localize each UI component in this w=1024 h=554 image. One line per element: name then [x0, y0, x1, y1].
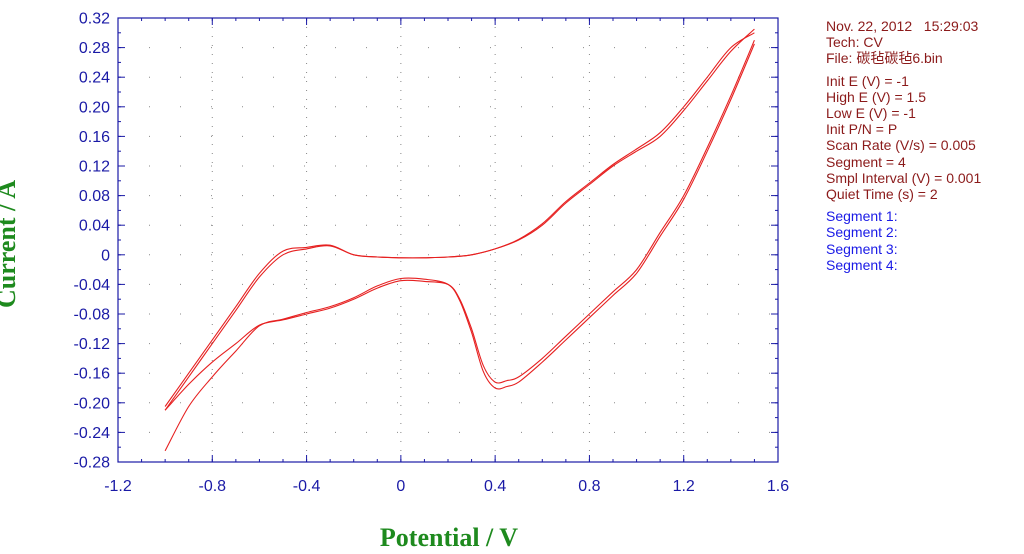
param-segment: Segment = 4 [826, 153, 906, 170]
param-scan-rate: Scan Rate (V/s) = 0.005 [826, 137, 976, 154]
y-tick-label: 0 [101, 247, 110, 264]
cv-curves [164, 28, 755, 452]
date-time: Nov. 22, 2012 15:29:03 [826, 18, 979, 34]
cv-segment-1 [164, 28, 755, 407]
y-tick-label: -0.08 [74, 307, 111, 324]
x-tick-label: 1.6 [767, 478, 789, 495]
segment-3: Segment 3: [826, 240, 898, 257]
x-axis-title: Potential / V [380, 523, 518, 552]
y-tick-label: -0.24 [74, 425, 111, 442]
y-tick-label: 0.28 [79, 40, 110, 57]
param-init-pn: Init P/N = P [826, 121, 898, 138]
cv-segment-3 [164, 32, 755, 411]
y-tick-label: 0.16 [79, 129, 110, 146]
y-tick-label: 0.24 [79, 70, 110, 87]
x-tick-label: -0.8 [198, 478, 226, 495]
y-tick-label: 0.04 [79, 218, 110, 235]
technique: Tech: CV [826, 34, 883, 51]
y-tick-label: -0.04 [74, 277, 111, 294]
x-tick-label: -1.2 [104, 478, 132, 495]
param-quiet-time: Quiet Time (s) = 2 [826, 186, 938, 203]
param-low-e: Low E (V) = -1 [826, 105, 916, 122]
y-tick-label: 0.08 [79, 188, 110, 205]
y-axis-title: Current / A [0, 180, 21, 308]
x-tick-label: 0.4 [484, 478, 506, 495]
param-high-e: High E (V) = 1.5 [826, 88, 926, 105]
y-tick-labels: 0.32 0.28 0.24 0.20 0.16 0.12 0.08 0.04 0 -0.04 -0… [74, 11, 111, 472]
experiment-info-panel: Nov. 22, 2012 15:29:03 Tech: CV File: 碳毡… [826, 18, 981, 273]
x-tick-label: -0.4 [293, 478, 321, 495]
y-tick-label: -0.20 [74, 395, 111, 412]
y-tick-label: 0.20 [79, 99, 110, 116]
x-tick-label: 0.8 [578, 478, 600, 495]
param-init-e: Init E (V) = -1 [826, 72, 909, 89]
grid [118, 18, 778, 462]
segment-1: Segment 1: [826, 208, 898, 225]
x-tick-label: 1.2 [673, 478, 695, 495]
y-tick-label: -0.16 [74, 366, 111, 383]
segment-2: Segment 2: [826, 224, 898, 241]
y-tick-label: -0.28 [74, 455, 111, 472]
plot-frame [117, 17, 779, 463]
tick-marks [117, 17, 779, 463]
y-tick-label: -0.12 [74, 336, 111, 353]
cv-segment-4 [164, 43, 755, 452]
y-tick-label: 0.12 [79, 159, 110, 176]
segment-4: Segment 4: [826, 256, 898, 273]
cv-plot: -1.2 -0.8 -0.4 0 0.4 0.8 1.2 1.6 0.320.280.240.… [0, 11, 789, 553]
param-smpl-interval: Smpl Interval (V) = 0.001 [826, 169, 982, 186]
x-tick-label: 0 [396, 478, 405, 495]
y-tick-label: 0.32 [79, 11, 110, 28]
x-tick-labels: -1.2 -0.8 -0.4 0 0.4 0.8 1.2 1.6 [104, 478, 789, 495]
file-name: File: 碳毡碳毡6.bin [826, 50, 943, 67]
